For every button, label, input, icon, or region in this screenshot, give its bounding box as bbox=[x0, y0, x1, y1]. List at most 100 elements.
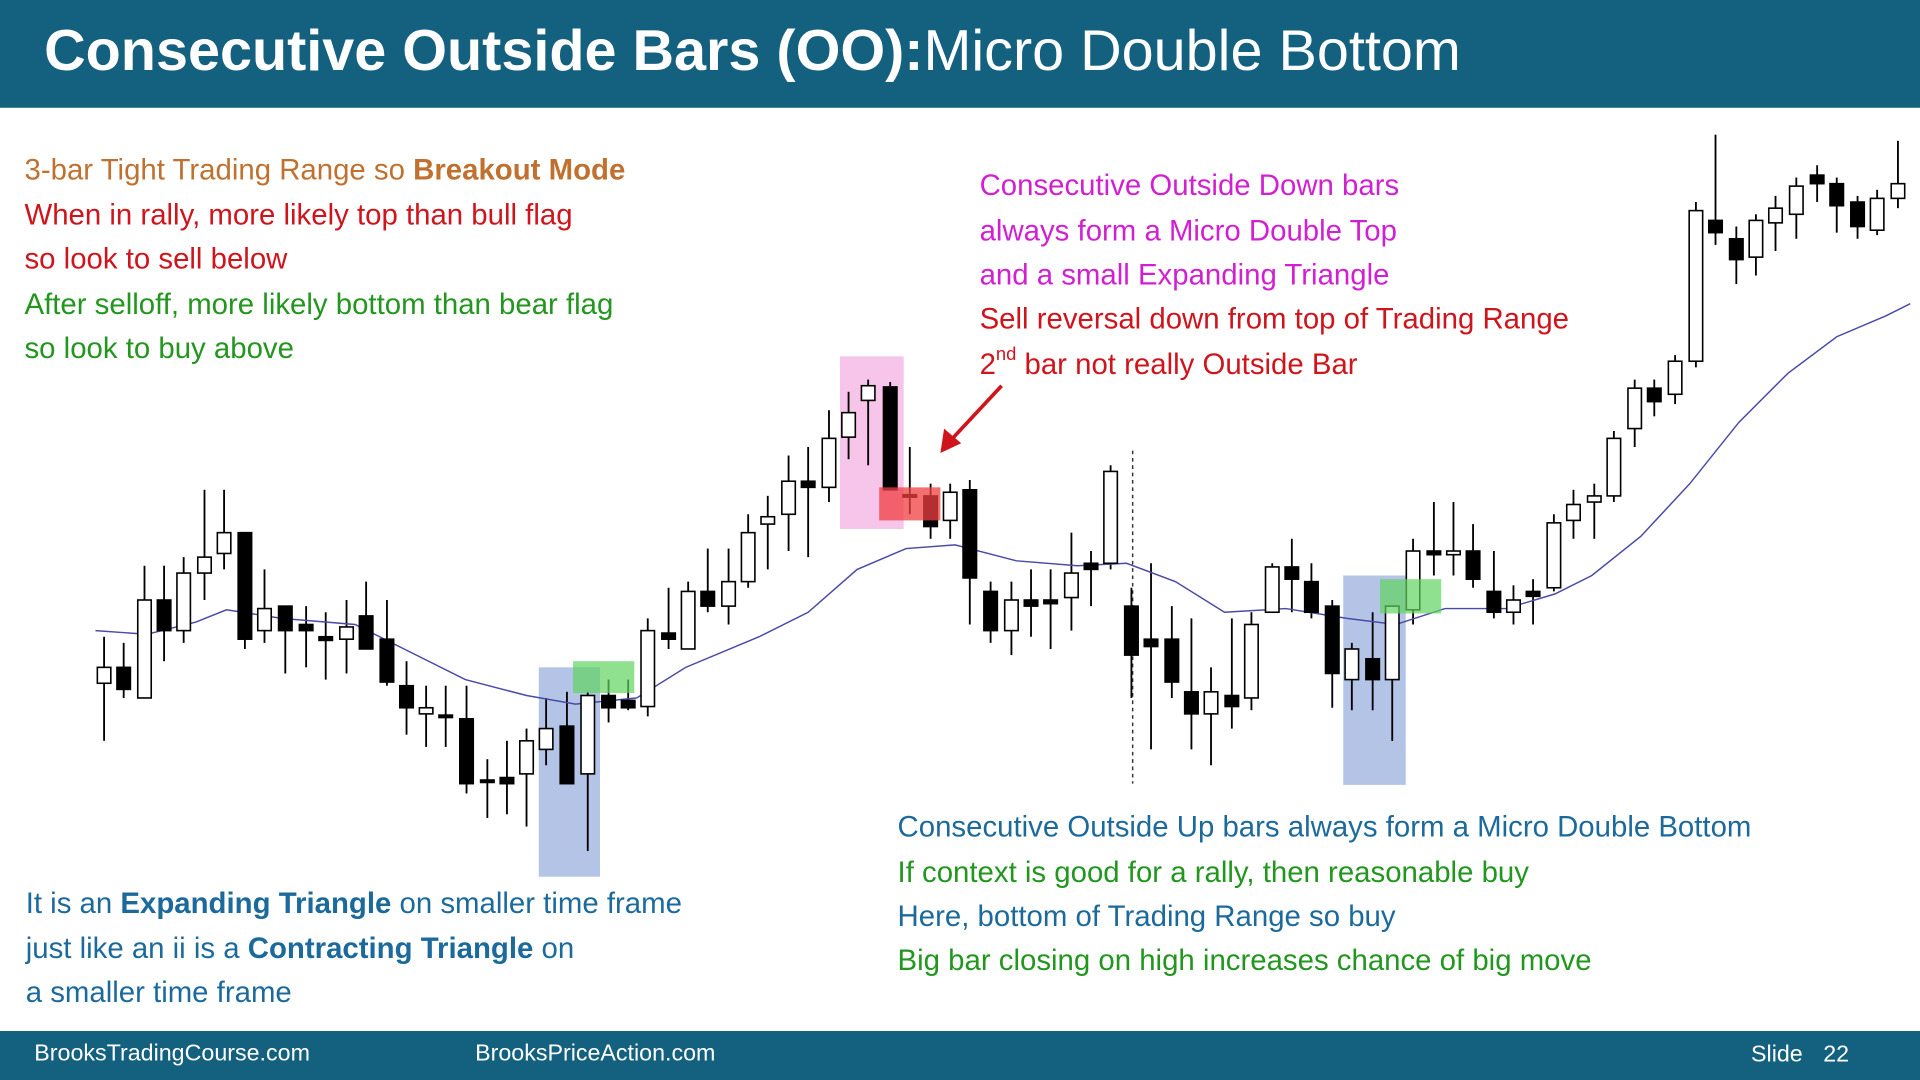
candle-body bbox=[1224, 694, 1240, 708]
candle-body bbox=[1809, 174, 1825, 185]
candle-body bbox=[860, 384, 876, 402]
candle-body bbox=[661, 632, 677, 640]
candle-body bbox=[700, 590, 716, 607]
note-line: Consecutive Outside Up bars always form … bbox=[898, 811, 1752, 844]
candle-body bbox=[379, 638, 395, 683]
candle-body bbox=[1183, 691, 1199, 715]
candle-body bbox=[479, 779, 495, 784]
red-highlight bbox=[879, 487, 941, 521]
note-line: a smaller time frame bbox=[26, 976, 292, 1009]
candle-body bbox=[620, 699, 636, 709]
footer-link: BrooksTradingCourse.com bbox=[34, 1039, 310, 1065]
candle-body bbox=[156, 599, 172, 632]
candle-body bbox=[1043, 599, 1059, 605]
candle-body bbox=[1890, 182, 1906, 200]
note-line: Here, bottom of Trading Range so buy bbox=[898, 900, 1396, 933]
candle-body bbox=[1083, 562, 1099, 571]
candle-body bbox=[1627, 387, 1643, 430]
candle-body bbox=[1303, 580, 1319, 614]
candle-body bbox=[1606, 437, 1622, 497]
note-line: If context is good for a rally, then rea… bbox=[898, 856, 1530, 889]
candle-body bbox=[298, 623, 314, 632]
candle-body bbox=[1728, 237, 1744, 261]
candle-body bbox=[721, 580, 737, 607]
candle-body bbox=[339, 626, 355, 640]
title: Consecutive Outside Bars (OO):Micro Doub… bbox=[44, 19, 1461, 83]
note-line: Big bar closing on high increases chance… bbox=[898, 944, 1592, 977]
note-line: 3-bar Tight Trading Range so Breakout Mo… bbox=[24, 153, 625, 186]
candle-body bbox=[1586, 495, 1602, 503]
title-bold: Consecutive Outside Bars (OO): bbox=[44, 19, 923, 83]
footer-link: BrooksPriceAction.com bbox=[475, 1039, 715, 1065]
candle-body bbox=[1203, 691, 1219, 715]
slide-number: 22 bbox=[1823, 1041, 1849, 1067]
note-line: Sell reversal down from top of Trading R… bbox=[980, 303, 1569, 336]
candle-body bbox=[1384, 605, 1400, 681]
candle-body bbox=[459, 717, 475, 785]
note-line: so look to sell below bbox=[24, 243, 288, 276]
text: on smaller time frame bbox=[391, 887, 682, 920]
candle-body bbox=[237, 531, 253, 640]
candle-body bbox=[1748, 219, 1764, 258]
footer-bar bbox=[0, 1031, 1920, 1080]
candle-body bbox=[680, 590, 696, 650]
candle-body bbox=[1143, 638, 1159, 648]
candle-body bbox=[1505, 599, 1522, 614]
candle-body bbox=[1164, 638, 1180, 683]
candle-body bbox=[942, 491, 958, 522]
text: bar not really Outside Bar bbox=[1016, 348, 1357, 381]
candle-body bbox=[519, 740, 535, 775]
arrow-shaft bbox=[948, 384, 1003, 443]
candle-body bbox=[318, 635, 334, 642]
candle-body bbox=[1426, 550, 1442, 556]
candle-body bbox=[1123, 605, 1139, 656]
candle-body bbox=[1829, 182, 1845, 207]
candle-body bbox=[256, 607, 273, 632]
candle-body bbox=[601, 694, 617, 709]
candle-body bbox=[1445, 550, 1462, 556]
candle-body bbox=[1707, 219, 1724, 234]
green-highlight bbox=[573, 661, 635, 694]
candle-body bbox=[1850, 201, 1866, 228]
candle-body bbox=[1063, 572, 1079, 599]
candle-body bbox=[1284, 566, 1300, 580]
candle-body bbox=[196, 556, 213, 574]
candle-body bbox=[538, 727, 554, 751]
candle-body bbox=[1767, 207, 1784, 224]
candle-body bbox=[1324, 605, 1340, 675]
candle-body bbox=[962, 489, 978, 579]
note-line: 2nd bar not really Outside Bar bbox=[980, 343, 1358, 381]
text: It is an bbox=[26, 887, 121, 920]
moving-average bbox=[95, 303, 1911, 705]
candle-body bbox=[740, 531, 756, 583]
text: 2 bbox=[980, 348, 996, 381]
candle-body bbox=[1667, 360, 1683, 396]
text: 3-bar Tight Trading Range so bbox=[24, 153, 413, 186]
candle-body bbox=[1365, 657, 1381, 681]
candle-body bbox=[358, 615, 374, 650]
candle-body bbox=[96, 666, 112, 685]
candle-body bbox=[1565, 503, 1582, 522]
candle-body bbox=[882, 386, 898, 491]
candle-body bbox=[499, 776, 515, 785]
candle-body bbox=[821, 437, 837, 489]
note-line: Consecutive Outside Down bars bbox=[980, 169, 1400, 202]
candle-body bbox=[1646, 387, 1662, 403]
candle-body bbox=[640, 629, 656, 708]
candle-body bbox=[1688, 209, 1704, 363]
bold-text: Expanding Triangle bbox=[120, 887, 391, 920]
header-bar bbox=[0, 0, 1920, 108]
note-line: always form a Micro Double Top bbox=[980, 214, 1397, 247]
candle-body bbox=[580, 694, 596, 775]
overlays bbox=[573, 384, 1442, 694]
bold-text: Contracting Triangle bbox=[248, 932, 534, 965]
bold-text: Breakout Mode bbox=[413, 153, 625, 186]
candle-body bbox=[1264, 566, 1280, 614]
arrow-head bbox=[940, 428, 962, 454]
candle-body bbox=[399, 684, 415, 709]
candle-body bbox=[1869, 197, 1885, 231]
candle-body bbox=[559, 725, 575, 785]
note-line: just like an ii is a Contracting Triangl… bbox=[25, 932, 575, 965]
